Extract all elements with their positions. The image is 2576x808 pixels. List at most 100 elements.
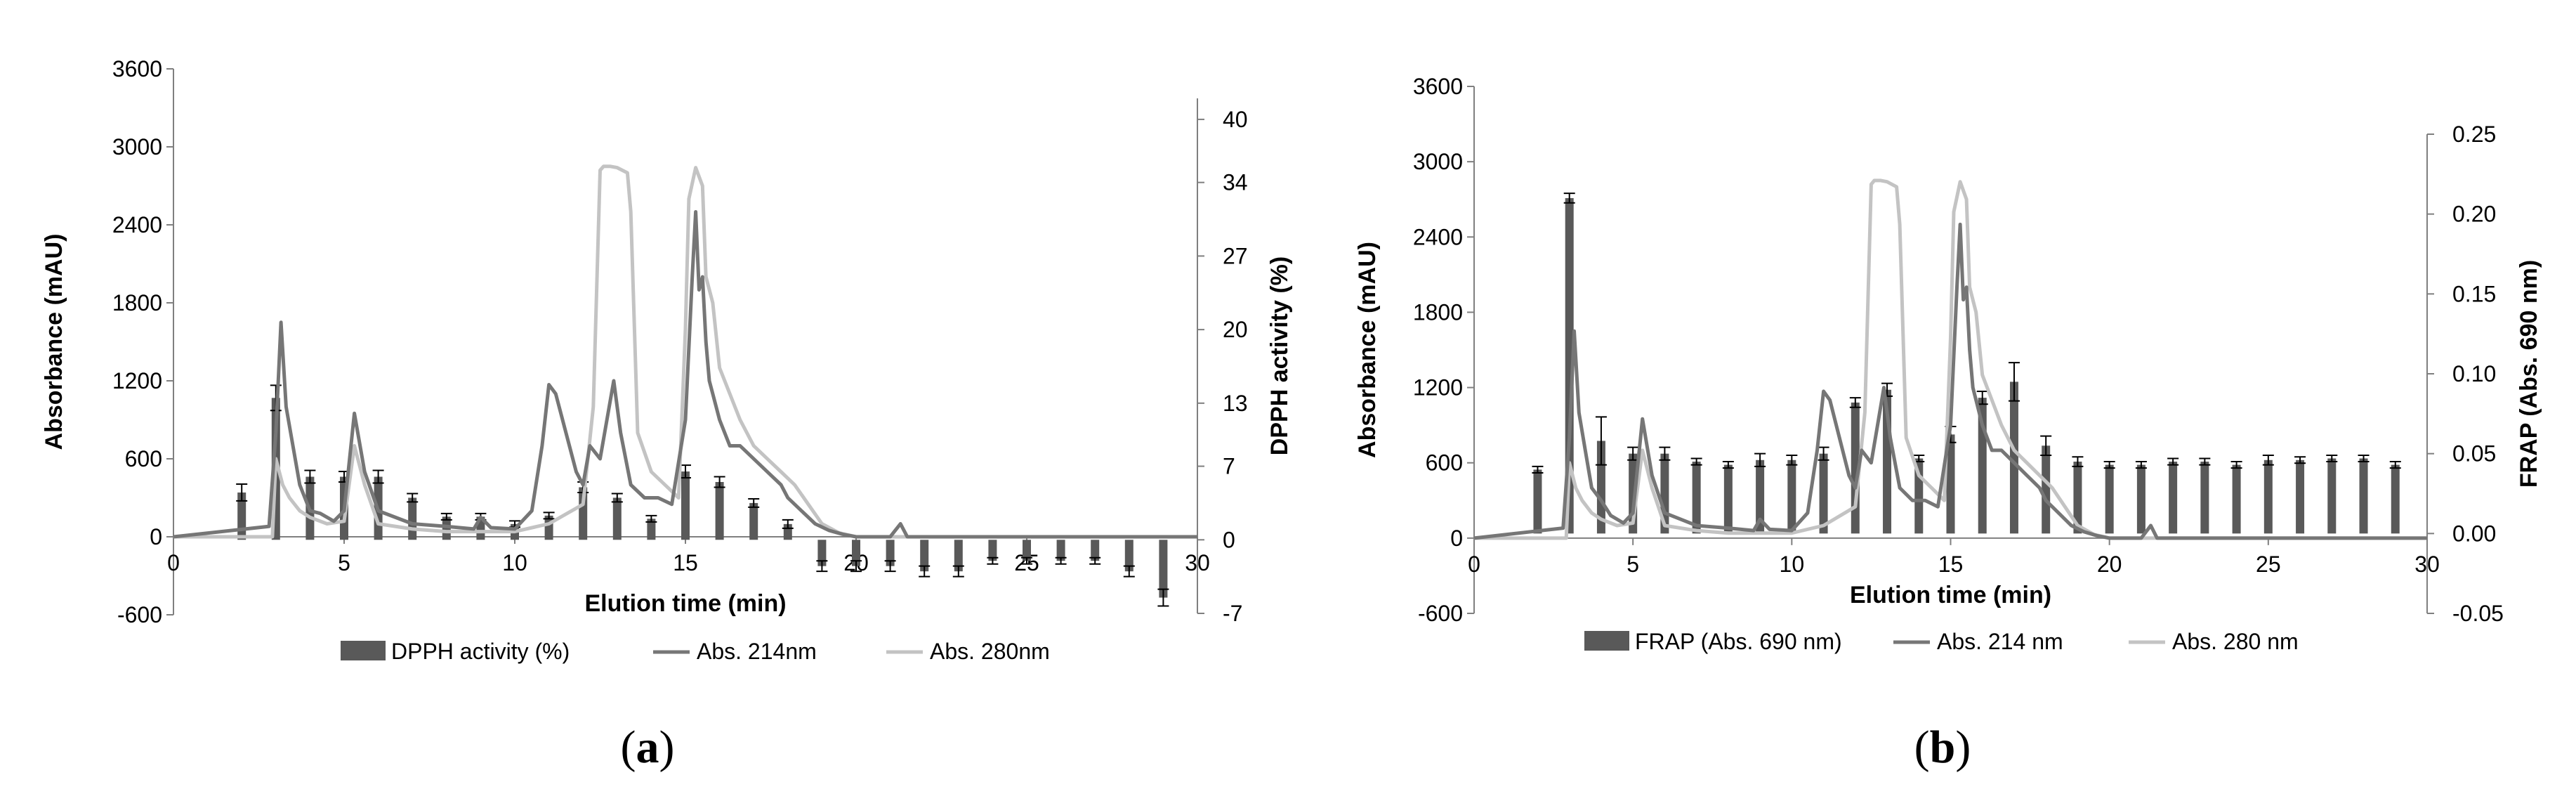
y2-tick-label: 0.00 [2452, 521, 2496, 546]
panel-a: -600 0 600 1200 1800 2400 3000 3600 -7 0 7 13 20 27 34… [41, 56, 1293, 773]
legend-label: Abs. 214nm [697, 639, 817, 664]
bar [1723, 464, 1733, 534]
x-tick-label: 30 [2414, 552, 2440, 577]
y2-tick-label: 0.20 [2452, 202, 2496, 227]
y2-tick-label: 7 [1223, 454, 1235, 479]
y2-tick-label: -0.05 [2452, 601, 2504, 626]
x-tick-label: 10 [502, 550, 527, 575]
bar [681, 471, 690, 540]
y-tick-label: 3600 [1413, 74, 1463, 99]
series-line-280nm [1474, 178, 2427, 540]
y2-tick-label: 34 [1223, 170, 1248, 195]
legend-label: FRAP (Abs. 690 nm) [1635, 629, 1842, 654]
bar [1596, 441, 1605, 534]
x-axis-title: Elution time (min) [584, 590, 786, 617]
legend-label: Abs. 280 nm [2172, 629, 2299, 654]
legend-swatch-bars [341, 641, 386, 660]
x-tick-label: 25 [2256, 552, 2281, 577]
x-tick-label: 5 [1627, 552, 1639, 577]
bar [715, 482, 724, 540]
panel-caption-letter: b [1930, 722, 1956, 773]
panel-caption: (a) [621, 722, 675, 773]
bar [2042, 445, 2051, 534]
bar [442, 516, 451, 540]
y-tick-label: -600 [1418, 601, 1463, 626]
y-axis-title: Absorbance (mAU) [1354, 242, 1381, 458]
y2-tick-label: 27 [1223, 243, 1248, 268]
y-tick-label: 1200 [112, 368, 162, 393]
legend-label: Abs. 214 nm [1937, 629, 2063, 654]
bar [1091, 540, 1100, 561]
x-tick-label: 0 [1468, 552, 1480, 577]
bar [2169, 462, 2178, 534]
y2-tick-label: 40 [1223, 107, 1248, 132]
panel-caption-letter: a [636, 722, 659, 773]
bar [1819, 453, 1828, 534]
y2-tick-label: 13 [1223, 391, 1248, 416]
y2-tick-label: 0.05 [2452, 441, 2496, 467]
bar [1756, 460, 1765, 534]
bar [852, 540, 860, 566]
y2-tick-label: -7 [1223, 601, 1242, 626]
y2-axis-title: DPPH activity (%) [1266, 256, 1293, 455]
bar [2073, 462, 2082, 534]
x-tick-label: 5 [338, 550, 350, 575]
series-line-214nm [1473, 222, 2427, 540]
bar [1692, 462, 1701, 534]
y2-tick-label: 0 [1223, 527, 1235, 552]
bar [749, 502, 758, 540]
y2-tick-label: 0.15 [2452, 281, 2496, 306]
bar [1124, 540, 1133, 572]
bar [1946, 434, 1955, 534]
x-tick-label: 10 [1780, 552, 1805, 577]
bar [1533, 469, 1542, 534]
bar [2359, 458, 2368, 534]
legend-swatch-bars [1584, 631, 1629, 651]
y-tick-label: 600 [1426, 450, 1463, 476]
y-tick-label: 0 [150, 524, 162, 549]
y2-tick-label: 0.25 [2452, 122, 2496, 147]
x-axis-title: Elution time (min) [1850, 582, 2051, 608]
y-tick-label: 3000 [1413, 149, 1463, 174]
bar [647, 519, 656, 540]
bar [886, 540, 895, 566]
bar [1159, 540, 1168, 598]
x-tick-label: 15 [1938, 552, 1964, 577]
y-axis-title: Absorbance (mAU) [41, 234, 67, 450]
bar [2136, 464, 2145, 534]
bar [2391, 464, 2400, 534]
bar [2232, 464, 2241, 534]
y-tick-label: 1800 [1413, 299, 1463, 325]
x-tick-label: 20 [2097, 552, 2122, 577]
y-tick-label: -600 [117, 602, 162, 627]
legend-label: Abs. 280nm [930, 639, 1050, 664]
x-tick-label: 15 [673, 550, 698, 575]
bar [817, 540, 827, 566]
legend-label: DPPH activity (%) [391, 639, 570, 664]
series-line-214nm [173, 210, 1197, 539]
bar [2296, 460, 2305, 534]
x-tick-label: 0 [167, 550, 180, 575]
y2-axis-title: FRAP (Abs. 690 nm) [2516, 260, 2542, 488]
bar [988, 540, 997, 561]
bar [2327, 458, 2337, 534]
bar [2263, 460, 2273, 534]
y2-tick-label: 0.10 [2452, 361, 2496, 386]
panel-b: -600060012001800240030003600-0.050.000.0… [1354, 74, 2542, 773]
bar [1023, 540, 1031, 561]
bar [408, 497, 417, 540]
y-tick-label: 0 [1450, 526, 1463, 551]
y-tick-label: 2400 [112, 212, 162, 237]
bar [1056, 540, 1065, 561]
y-tick-label: 1800 [112, 290, 162, 315]
bar [612, 497, 622, 540]
y-tick-label: 600 [125, 446, 162, 471]
y-tick-label: 1200 [1413, 375, 1463, 400]
y-tick-label: 3000 [112, 134, 162, 159]
bar [2200, 462, 2209, 534]
y2-tick-label: 20 [1223, 317, 1248, 342]
bar [2105, 464, 2114, 534]
bar [954, 540, 963, 572]
y-tick-label: 3600 [112, 56, 162, 82]
